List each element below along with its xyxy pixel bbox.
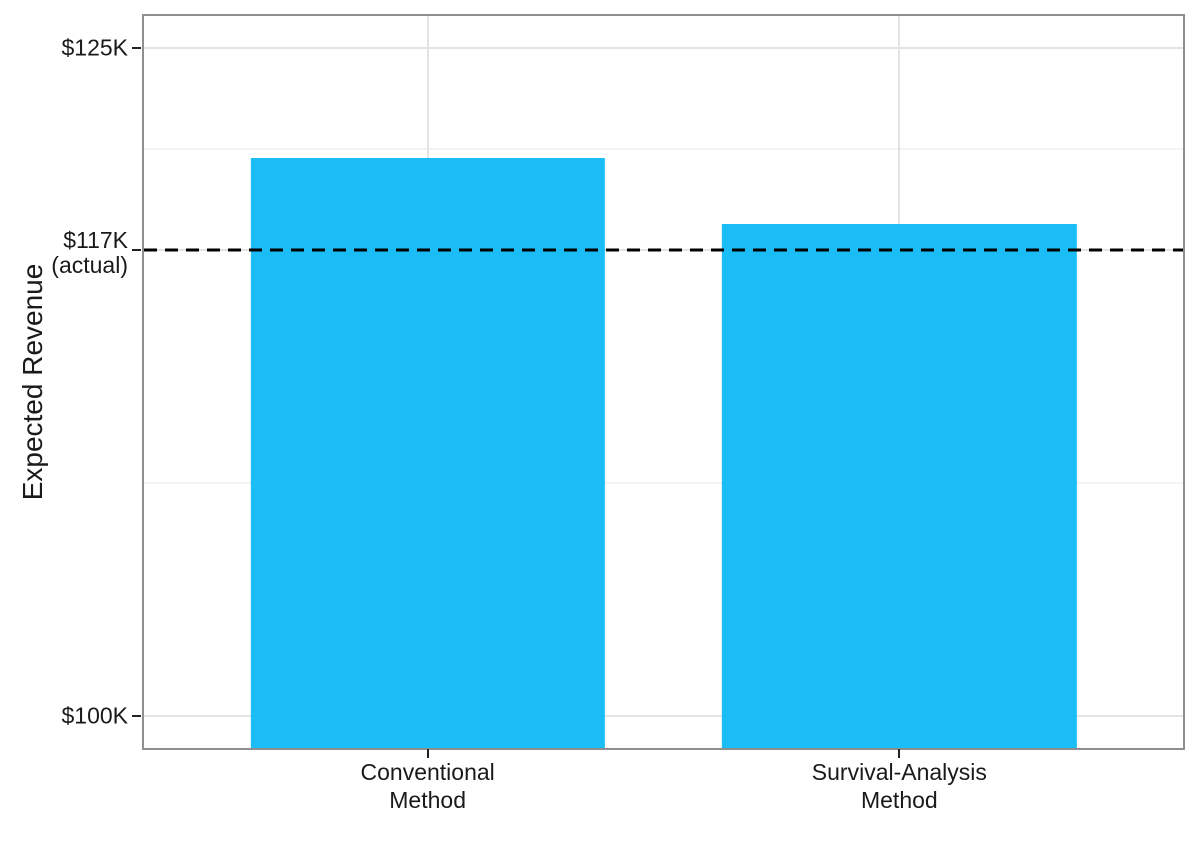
y-major-gridline-0: [144, 47, 1183, 50]
plot-panel: [142, 14, 1185, 750]
y-minor-gridline-0: [144, 148, 1183, 151]
actual-revenue-dashed-line: [144, 248, 1183, 252]
y-tick-label-2: $100K: [61, 702, 128, 729]
x-tick-label-1: Survival-Analysis Method: [811, 759, 987, 813]
y-tick-label-0: $125K: [61, 34, 128, 61]
y-tick-label-1: $117K (actual): [51, 227, 128, 279]
y-tick-mark-1: [132, 249, 141, 252]
y-axis-title: Expected Revenue: [17, 263, 48, 501]
bar-survival-analysis: [722, 224, 1077, 748]
x-tick-label-0: Conventional Method: [360, 759, 495, 813]
x-tick-mark-0: [426, 749, 429, 758]
y-tick-mark-2: [132, 714, 141, 717]
y-minor-gridline-1: [144, 481, 1183, 484]
bar-conventional: [250, 157, 605, 748]
x-tick-mark-1: [898, 749, 901, 758]
y-major-gridline-2: [144, 714, 1183, 717]
y-tick-mark-0: [132, 47, 141, 50]
